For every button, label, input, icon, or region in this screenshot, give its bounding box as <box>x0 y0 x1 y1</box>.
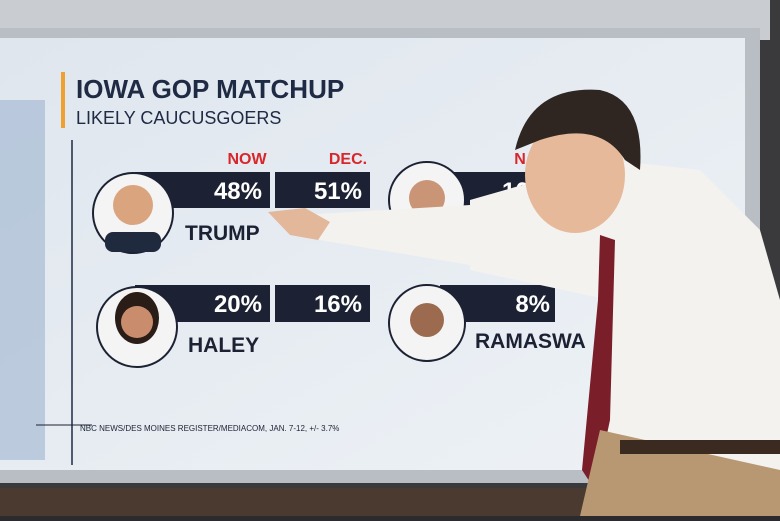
head <box>525 117 625 233</box>
photo-face <box>410 303 444 337</box>
sleeve <box>300 205 470 265</box>
now-value: 8% <box>515 291 550 318</box>
belt <box>620 440 780 454</box>
hair <box>515 89 641 170</box>
column-header: N <box>514 151 526 168</box>
dec-value: 16% <box>314 291 362 318</box>
side-pattern <box>0 100 45 460</box>
candidate-name: RAMASWA <box>475 330 586 353</box>
accent-bar <box>61 72 65 128</box>
now-value: 48% <box>214 178 262 205</box>
photo-face <box>121 306 153 338</box>
candidate-name: TRUMP <box>185 222 260 245</box>
title: IOWA GOP MATCHUP <box>76 74 344 104</box>
tie <box>582 235 615 490</box>
photo-face <box>113 185 153 225</box>
column-header: NOW <box>227 151 267 168</box>
hand <box>268 208 330 240</box>
column-header: DEC. <box>329 151 367 168</box>
now-value: 20% <box>214 291 262 318</box>
subtitle: LIKELY CAUCUSGOERS <box>76 108 281 128</box>
source-note: NBC NEWS/DES MOINES REGISTER/MEDIACOM, J… <box>80 424 339 433</box>
value-box <box>275 285 370 322</box>
dec-value: 51% <box>314 178 362 205</box>
presenter <box>268 89 780 516</box>
value-box <box>275 172 370 208</box>
candidate-name: HALEY <box>188 334 259 357</box>
photo-suit <box>105 232 161 252</box>
shirt <box>470 160 780 516</box>
